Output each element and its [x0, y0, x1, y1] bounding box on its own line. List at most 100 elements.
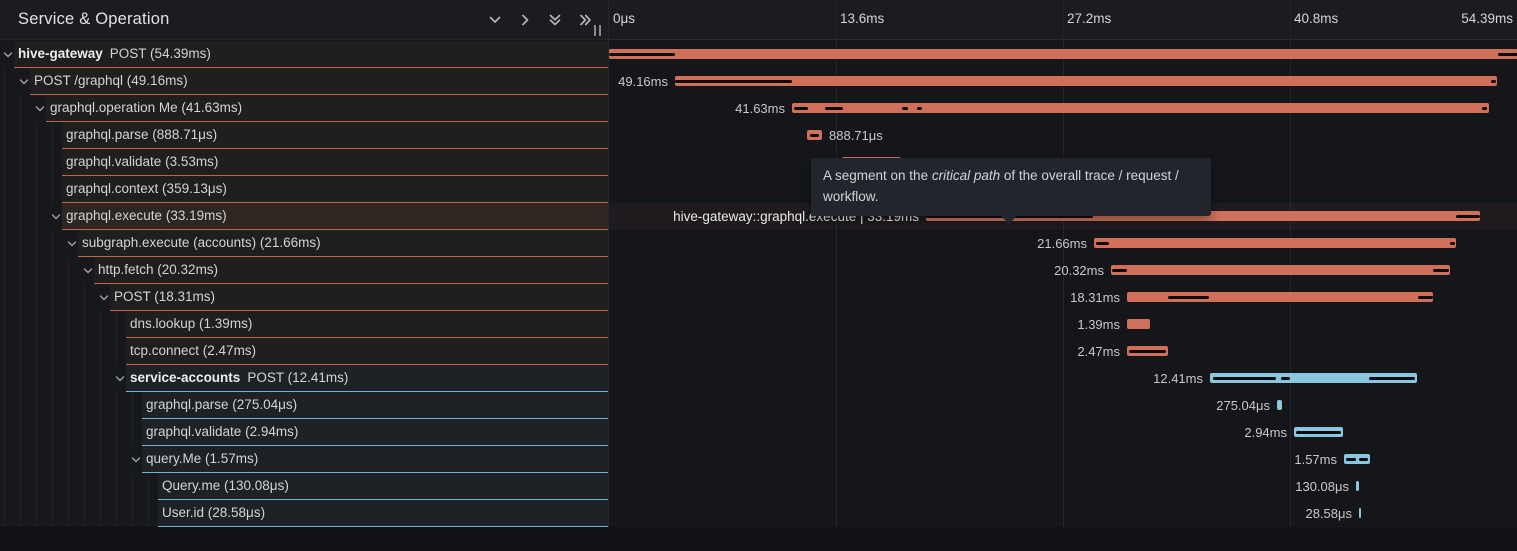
- axis-gridline: [1290, 0, 1291, 527]
- span-row-block: [46, 95, 608, 122]
- critical-path-segment: [1450, 241, 1455, 245]
- span-tree-row[interactable]: Query.me (130.08μs): [0, 473, 608, 500]
- span-tree-row[interactable]: query.Me (1.57ms): [0, 446, 608, 473]
- indent-guide: [116, 446, 117, 473]
- span-bar[interactable]: [675, 76, 1497, 86]
- span-label: graphql.execute (33.19ms): [66, 208, 227, 223]
- span-bar[interactable]: [792, 103, 1489, 113]
- timeline-panel: 0μs 13.6ms 27.2ms 40.8ms 54.39ms 49.16ms 41.6…: [608, 0, 1517, 527]
- collapse-chevron-icon[interactable]: [98, 291, 110, 309]
- span-bar[interactable]: [1344, 454, 1370, 464]
- indent-guide: [68, 365, 69, 392]
- span-bar[interactable]: [1094, 238, 1456, 248]
- span-tree-row[interactable]: graphql.validate (2.94ms): [0, 419, 608, 446]
- indent-guide: [36, 230, 37, 257]
- span-bar[interactable]: [1210, 373, 1417, 383]
- span-bar[interactable]: [1356, 481, 1359, 491]
- indent-guide: [116, 392, 117, 419]
- duration-label: 49.16ms: [618, 74, 668, 89]
- span-tree-row[interactable]: service-accounts POST (12.41ms): [0, 365, 608, 392]
- span-timeline-row: 2.94ms: [609, 419, 1517, 446]
- span-tree-row[interactable]: subgraph.execute (accounts) (21.66ms): [0, 230, 608, 257]
- span-tree-row[interactable]: User.id (28.58μs): [0, 500, 608, 527]
- indent-guide: [68, 257, 69, 284]
- span-row-block: [158, 473, 608, 500]
- tooltip-arrow: [1001, 216, 1017, 224]
- collapse-chevron-icon[interactable]: [114, 372, 126, 390]
- span-tree-row[interactable]: graphql.validate (3.53ms): [0, 149, 608, 176]
- indent-guide: [36, 122, 37, 149]
- span-bar[interactable]: [1127, 292, 1433, 302]
- span-tree-row[interactable]: tcp.connect (2.47ms): [0, 338, 608, 365]
- indent-guide: [132, 392, 133, 419]
- span-tree-row[interactable]: graphql.operation Me (41.63ms): [0, 95, 608, 122]
- indent-guide: [4, 230, 5, 257]
- chevron-right-icon[interactable]: [518, 13, 532, 27]
- indent-guide: [20, 392, 21, 419]
- span-bar[interactable]: [1359, 508, 1361, 518]
- indent-guide: [52, 176, 53, 203]
- span-tree-row[interactable]: http.fetch (20.32ms): [0, 257, 608, 284]
- span-bar[interactable]: [1127, 346, 1168, 356]
- indent-guide: [84, 284, 85, 311]
- span-tree-row[interactable]: POST (18.31ms): [0, 284, 608, 311]
- span-tree-row[interactable]: hive-gateway POST (54.39ms): [0, 41, 608, 68]
- span-row-block: [126, 311, 608, 338]
- panel-resize-handle[interactable]: [594, 25, 601, 36]
- span-tree-row[interactable]: graphql.context (359.13μs): [0, 176, 608, 203]
- axis-tick-label: 13.6ms: [840, 11, 885, 26]
- collapse-chevron-icon[interactable]: [82, 264, 94, 282]
- span-timeline-row: 1.39ms: [609, 311, 1517, 338]
- span-tree-row[interactable]: POST /graphql (49.16ms): [0, 68, 608, 95]
- collapse-chevron-icon[interactable]: [50, 210, 62, 228]
- span-row-block: [62, 149, 608, 176]
- span-bar[interactable]: [807, 130, 822, 140]
- span-timeline-row: 21.66ms: [609, 230, 1517, 257]
- span-bar[interactable]: [1294, 427, 1343, 437]
- indent-guide: [116, 311, 117, 338]
- double-chevron-down-icon[interactable]: [548, 13, 562, 27]
- span-timeline-row: 41.63ms: [609, 95, 1517, 122]
- indent-guide: [68, 392, 69, 419]
- span-bar[interactable]: [609, 49, 1517, 59]
- indent-guide: [20, 338, 21, 365]
- indent-guide: [52, 446, 53, 473]
- tree-controls: [488, 13, 592, 27]
- collapse-chevron-icon[interactable]: [34, 102, 46, 120]
- service-name: hive-gateway: [18, 46, 103, 61]
- double-chevron-right-icon[interactable]: [578, 13, 592, 27]
- span-timeline-row: 18.31ms: [609, 284, 1517, 311]
- span-tree-row[interactable]: graphql.parse (888.71μs): [0, 122, 608, 149]
- span-bar[interactable]: [1111, 265, 1450, 275]
- duration-label: 28.58μs: [1305, 506, 1352, 521]
- duration-label: 2.47ms: [1077, 344, 1120, 359]
- span-bar[interactable]: [1277, 400, 1282, 410]
- duration-label: 1.39ms: [1077, 317, 1120, 332]
- critical-path-segment: [1369, 376, 1415, 380]
- critical-path-segment: [1498, 52, 1517, 56]
- indent-guide: [20, 446, 21, 473]
- indent-guide: [36, 338, 37, 365]
- collapse-chevron-icon[interactable]: [18, 75, 30, 93]
- indent-guide: [20, 257, 21, 284]
- span-label: graphql.validate (3.53ms): [66, 154, 219, 169]
- collapse-chevron-icon[interactable]: [2, 48, 14, 66]
- critical-path-segment: [1418, 295, 1433, 299]
- critical-path-segment: [1433, 268, 1449, 272]
- duration-label: 1.57ms: [1294, 452, 1337, 467]
- chevron-down-icon[interactable]: [488, 13, 502, 27]
- collapse-chevron-icon[interactable]: [66, 237, 78, 255]
- span-tree-row[interactable]: dns.lookup (1.39ms): [0, 311, 608, 338]
- critical-path-segment: [675, 79, 792, 83]
- bottom-band: [0, 527, 1517, 551]
- span-tree-row[interactable]: graphql.execute (33.19ms): [0, 203, 608, 230]
- span-row-block: [142, 446, 608, 473]
- span-bar[interactable]: [1127, 319, 1150, 329]
- indent-guide: [20, 500, 21, 527]
- indent-guide: [36, 392, 37, 419]
- span-label: hive-gateway POST (54.39ms): [18, 46, 211, 61]
- indent-guide: [36, 473, 37, 500]
- span-tree-row[interactable]: graphql.parse (275.04μs): [0, 392, 608, 419]
- collapse-chevron-icon[interactable]: [130, 453, 142, 471]
- axis-gridline: [1063, 0, 1064, 527]
